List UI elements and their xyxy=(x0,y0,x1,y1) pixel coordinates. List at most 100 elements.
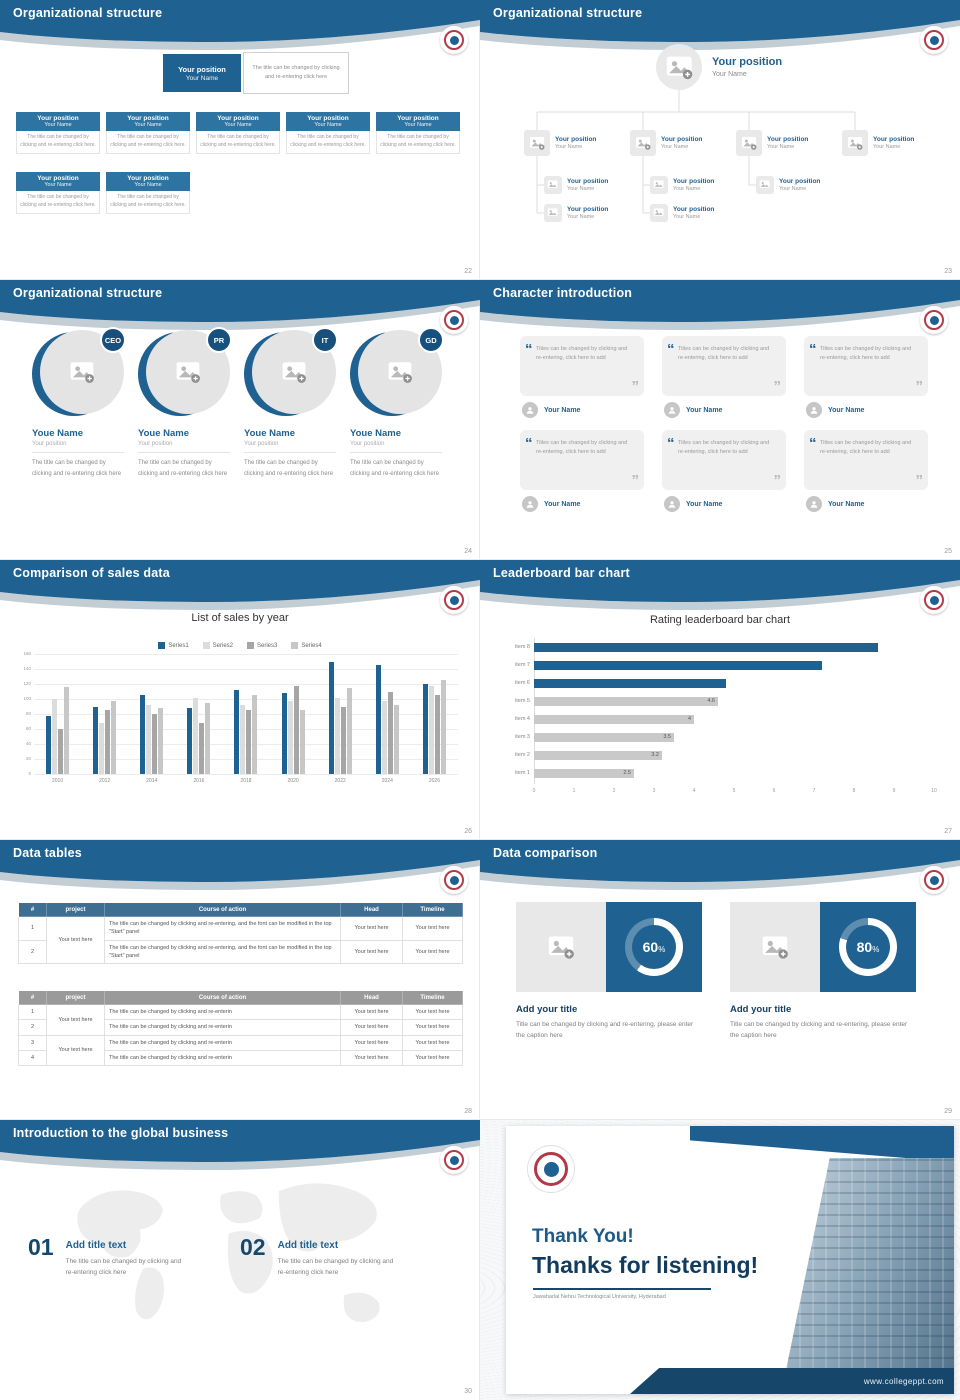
org-box-header: Your position Your Name xyxy=(286,112,370,131)
slide-title: Character introduction xyxy=(493,286,633,300)
org-name: Your Name xyxy=(673,186,701,192)
percent-sign: % xyxy=(658,944,666,954)
quote-card[interactable]: “ Titles can be changed by clicking and … xyxy=(520,430,644,490)
quote-card[interactable]: “ Titles can be changed by clicking and … xyxy=(520,336,644,396)
org-box[interactable]: Your position Your Name The title can be … xyxy=(196,112,280,154)
bar-group xyxy=(317,654,364,774)
org-note: The title can be changed by clicking and… xyxy=(16,191,100,214)
team-member[interactable]: IT Youe Name Your position The title can… xyxy=(244,327,338,479)
donut-value: 80% xyxy=(839,918,897,976)
page-number: 28 xyxy=(464,1108,472,1115)
bar xyxy=(205,702,211,774)
org-name: Your Name xyxy=(873,144,901,150)
value-label: 4 xyxy=(687,716,691,722)
quote-text: Titles can be changed by clicking and re… xyxy=(536,346,628,362)
org-member[interactable]: Your position Your Name xyxy=(524,130,596,156)
org-box[interactable]: Your position Your Name The title can be … xyxy=(106,172,190,214)
org-root-note[interactable]: The title can be changed by clicking and… xyxy=(243,52,349,94)
header-swoosh xyxy=(0,280,480,330)
org-box[interactable]: Your position Your Name The title can be … xyxy=(16,172,100,214)
org-root[interactable]: Your position Your Name xyxy=(656,44,782,90)
table-row[interactable]: 4 The title can be changed by clicking a… xyxy=(18,1049,463,1067)
org-name: Your Name xyxy=(44,182,72,188)
table-row[interactable]: 2 The title can be changed by clicking a… xyxy=(18,939,463,964)
footer-band: www.collegeppt.com xyxy=(630,1368,954,1394)
slide-title: Organizational structure xyxy=(13,6,163,20)
org-box[interactable]: Your position Your Name The title can be … xyxy=(16,112,100,154)
member-position: Your position xyxy=(32,441,124,453)
member-desc: The title can be changed by clicking and… xyxy=(244,460,334,477)
gridline xyxy=(34,669,458,670)
business-point[interactable]: 01 Add title text The title can be chang… xyxy=(28,1235,191,1278)
org-position: Your position xyxy=(567,178,609,185)
image-placeholder-icon xyxy=(516,902,606,992)
bar: 2.5 xyxy=(534,768,634,778)
org-position: Your position xyxy=(712,56,783,68)
org-member[interactable]: Your position Your Name xyxy=(736,130,808,156)
member-desc: The title can be changed by clicking and… xyxy=(138,460,228,477)
org-box[interactable]: Your position Your Name The title can be … xyxy=(376,112,460,154)
bar xyxy=(340,706,346,774)
logo-ring xyxy=(444,590,464,610)
bar xyxy=(334,697,340,774)
org-position: Your position xyxy=(779,178,821,185)
table-header-cell: Course of action xyxy=(104,902,341,917)
org-member[interactable]: Your position Your Name xyxy=(630,130,702,156)
legend-label: Series4 xyxy=(301,642,322,649)
university-logo-icon xyxy=(440,866,468,894)
percent-sign: % xyxy=(872,944,880,954)
quote-card[interactable]: “ Titles can be changed by clicking and … xyxy=(804,430,928,490)
university-logo-icon xyxy=(440,1146,468,1174)
quote-card[interactable]: “ Titles can be changed by clicking and … xyxy=(804,336,928,396)
slide-title: Organizational structure xyxy=(493,6,643,20)
team-member[interactable]: GD Youe Name Your position The title can… xyxy=(350,327,444,479)
bar xyxy=(534,642,878,652)
image-placeholder-icon xyxy=(730,902,820,992)
table-row[interactable]: 3 Your text here The title can be change… xyxy=(18,1034,463,1066)
slide-title: Introduction to the global business xyxy=(13,1126,229,1140)
x-tick-label: 2018 xyxy=(240,778,252,784)
table-header-cell: project xyxy=(46,990,105,1005)
org-box[interactable]: Your position Your Name The title can be … xyxy=(106,112,190,154)
org-member[interactable]: Your position Your Name xyxy=(544,204,608,222)
donut-panel: 60% xyxy=(606,902,702,992)
org-member[interactable]: Your position Your Name xyxy=(650,176,714,194)
org-name: Your Name xyxy=(134,122,162,128)
table-row[interactable]: 2 The title can be changed by clicking a… xyxy=(18,1019,463,1036)
table-header-cell: # xyxy=(18,902,47,917)
table-cell: Your text here xyxy=(46,1004,105,1036)
bar xyxy=(105,709,111,774)
org-box[interactable]: Your position Your Name The title can be … xyxy=(286,112,370,154)
table-cell: Your text here xyxy=(402,916,463,941)
org-note: The title can be changed by clicking and… xyxy=(286,131,370,154)
team-member[interactable]: PR Youe Name Your position The title can… xyxy=(138,327,232,479)
bar-track xyxy=(534,660,934,670)
org-member[interactable]: Your position Your Name xyxy=(650,204,714,222)
business-point[interactable]: 02 Add title text The title can be chang… xyxy=(240,1235,403,1278)
quote-card[interactable]: “ Titles can be changed by clicking and … xyxy=(662,336,786,396)
table-row[interactable]: 1 Your text here The title can be change… xyxy=(18,916,463,964)
person-icon xyxy=(806,402,822,418)
table-row[interactable]: 1 Your text here The title can be change… xyxy=(18,1003,463,1036)
team-member[interactable]: CEO Youe Name Your position The title ca… xyxy=(32,327,126,479)
x-tick-label: 9 xyxy=(892,788,896,794)
table-header-cell: # xyxy=(18,990,47,1005)
logo-core xyxy=(449,35,459,45)
slide-title: Data tables xyxy=(13,846,82,860)
logo-ring xyxy=(444,1150,464,1170)
person-name: Your Name xyxy=(686,500,723,508)
org-name: Your Name xyxy=(779,186,807,192)
website-link[interactable]: www.collegeppt.com xyxy=(863,1376,944,1386)
org-root-box[interactable]: Your position Your Name xyxy=(163,54,241,92)
bar: 3.5 xyxy=(534,732,674,742)
y-tick-label: 80 xyxy=(25,711,31,716)
bar-group xyxy=(222,654,269,774)
quote-text: Titles can be changed by clicking and re… xyxy=(678,440,770,456)
org-member[interactable]: Your position Your Name xyxy=(756,176,820,194)
org-note: The title can be changed by clicking and… xyxy=(196,131,280,154)
org-member[interactable]: Your position Your Name xyxy=(842,130,914,156)
legend-item: Series1 xyxy=(158,642,189,649)
quote-card[interactable]: “ Titles can be changed by clicking and … xyxy=(662,430,786,490)
org-member[interactable]: Your position Your Name xyxy=(544,176,608,194)
org-name: Your Name xyxy=(567,214,595,220)
